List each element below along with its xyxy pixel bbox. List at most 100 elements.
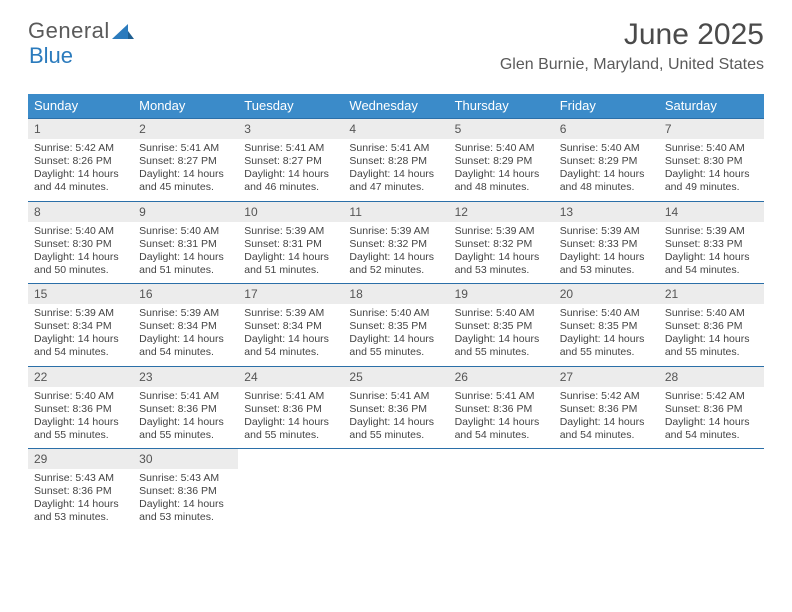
day-cell: 20Sunrise: 5:40 AMSunset: 8:35 PMDayligh… xyxy=(554,284,659,366)
daylight-text: Daylight: 14 hours and 51 minutes. xyxy=(244,251,337,277)
daylight-text: Daylight: 14 hours and 48 minutes. xyxy=(455,168,548,194)
sunrise-text: Sunrise: 5:41 AM xyxy=(244,390,337,403)
sunrise-text: Sunrise: 5:40 AM xyxy=(349,307,442,320)
daylight-text: Daylight: 14 hours and 55 minutes. xyxy=(349,333,442,359)
day-number: 1 xyxy=(28,119,133,139)
day-number: 10 xyxy=(238,202,343,222)
brand-text-2: Blue xyxy=(29,43,73,69)
header: General June 2025 Glen Burnie, Maryland,… xyxy=(0,0,792,82)
day-number: 7 xyxy=(659,119,764,139)
sunset-text: Sunset: 8:30 PM xyxy=(665,155,758,168)
day-number: 24 xyxy=(238,367,343,387)
day-number: 23 xyxy=(133,367,238,387)
sunrise-text: Sunrise: 5:41 AM xyxy=(244,142,337,155)
sunset-text: Sunset: 8:27 PM xyxy=(244,155,337,168)
sunrise-text: Sunrise: 5:39 AM xyxy=(665,225,758,238)
sunset-text: Sunset: 8:28 PM xyxy=(349,155,442,168)
daylight-text: Daylight: 14 hours and 54 minutes. xyxy=(665,251,758,277)
day-info: Sunrise: 5:40 AMSunset: 8:36 PMDaylight:… xyxy=(659,304,764,366)
day-cell: 5 Sunrise: 5:40 AMSunset: 8:29 PMDaylight… xyxy=(449,119,554,201)
day-info: Sunrise: 5:40 AMSunset: 8:35 PMDaylight:… xyxy=(343,304,448,366)
day-number: 2 xyxy=(133,119,238,139)
sunset-text: Sunset: 8:36 PM xyxy=(34,403,127,416)
day-cell: 23Sunrise: 5:41 AMSunset: 8:36 PMDayligh… xyxy=(133,367,238,449)
daylight-text: Daylight: 14 hours and 55 minutes. xyxy=(560,333,653,359)
daylight-text: Daylight: 14 hours and 54 minutes. xyxy=(139,333,232,359)
day-info: Sunrise: 5:40 AMSunset: 8:30 PMDaylight:… xyxy=(659,139,764,201)
weekday-header-cell: Saturday xyxy=(659,94,764,118)
daylight-text: Daylight: 14 hours and 53 minutes. xyxy=(34,498,127,524)
sunrise-text: Sunrise: 5:40 AM xyxy=(139,225,232,238)
day-number: 5 xyxy=(449,119,554,139)
day-number: 21 xyxy=(659,284,764,304)
sunset-text: Sunset: 8:31 PM xyxy=(244,238,337,251)
day-number: 16 xyxy=(133,284,238,304)
day-info: Sunrise: 5:40 AMSunset: 8:35 PMDaylight:… xyxy=(449,304,554,366)
day-cell: 14Sunrise: 5:39 AMSunset: 8:33 PMDayligh… xyxy=(659,202,764,284)
day-cell: 22Sunrise: 5:40 AMSunset: 8:36 PMDayligh… xyxy=(28,367,133,449)
day-cell: 24Sunrise: 5:41 AMSunset: 8:36 PMDayligh… xyxy=(238,367,343,449)
calendar: SundayMondayTuesdayWednesdayThursdayFrid… xyxy=(28,94,764,531)
sunrise-text: Sunrise: 5:41 AM xyxy=(139,142,232,155)
day-cell: 9Sunrise: 5:40 AMSunset: 8:31 PMDaylight… xyxy=(133,202,238,284)
day-info: Sunrise: 5:39 AMSunset: 8:32 PMDaylight:… xyxy=(343,222,448,284)
day-info: Sunrise: 5:40 AMSunset: 8:36 PMDaylight:… xyxy=(28,387,133,449)
location-text: Glen Burnie, Maryland, United States xyxy=(500,56,764,74)
day-cell: 3Sunrise: 5:41 AMSunset: 8:27 PMDaylight… xyxy=(238,119,343,201)
sunrise-text: Sunrise: 5:41 AM xyxy=(349,142,442,155)
day-cell: 26Sunrise: 5:41 AMSunset: 8:36 PMDayligh… xyxy=(449,367,554,449)
sunset-text: Sunset: 8:29 PM xyxy=(560,155,653,168)
sunset-text: Sunset: 8:36 PM xyxy=(34,485,127,498)
day-cell: 1Sunrise: 5:42 AMSunset: 8:26 PMDaylight… xyxy=(28,119,133,201)
day-cell: 12Sunrise: 5:39 AMSunset: 8:32 PMDayligh… xyxy=(449,202,554,284)
day-number: 22 xyxy=(28,367,133,387)
day-info: Sunrise: 5:40 AMSunset: 8:35 PMDaylight:… xyxy=(554,304,659,366)
day-number: 17 xyxy=(238,284,343,304)
sunset-text: Sunset: 8:36 PM xyxy=(349,403,442,416)
daylight-text: Daylight: 14 hours and 55 minutes. xyxy=(665,333,758,359)
month-title: June 2025 xyxy=(500,18,764,52)
day-number: 28 xyxy=(659,367,764,387)
day-cell: 2Sunrise: 5:41 AMSunset: 8:27 PMDaylight… xyxy=(133,119,238,201)
day-number: 13 xyxy=(554,202,659,222)
day-number: 25 xyxy=(343,367,448,387)
day-number: 4 xyxy=(343,119,448,139)
sunset-text: Sunset: 8:33 PM xyxy=(560,238,653,251)
sunrise-text: Sunrise: 5:39 AM xyxy=(455,225,548,238)
day-cell: 19Sunrise: 5:40 AMSunset: 8:35 PMDayligh… xyxy=(449,284,554,366)
day-info: Sunrise: 5:39 AMSunset: 8:32 PMDaylight:… xyxy=(449,222,554,284)
sunrise-text: Sunrise: 5:40 AM xyxy=(455,142,548,155)
sunrise-text: Sunrise: 5:43 AM xyxy=(34,472,127,485)
week-row: 29Sunrise: 5:43 AMSunset: 8:36 PMDayligh… xyxy=(28,448,764,531)
day-number: 8 xyxy=(28,202,133,222)
sunrise-text: Sunrise: 5:42 AM xyxy=(34,142,127,155)
day-number: 14 xyxy=(659,202,764,222)
day-info: Sunrise: 5:41 AMSunset: 8:27 PMDaylight:… xyxy=(238,139,343,201)
day-info: Sunrise: 5:42 AMSunset: 8:36 PMDaylight:… xyxy=(659,387,764,449)
daylight-text: Daylight: 14 hours and 53 minutes. xyxy=(455,251,548,277)
sunrise-text: Sunrise: 5:41 AM xyxy=(455,390,548,403)
day-cell: 29Sunrise: 5:43 AMSunset: 8:36 PMDayligh… xyxy=(28,449,133,531)
daylight-text: Daylight: 14 hours and 55 minutes. xyxy=(244,416,337,442)
sunset-text: Sunset: 8:29 PM xyxy=(455,155,548,168)
day-info: Sunrise: 5:43 AMSunset: 8:36 PMDaylight:… xyxy=(133,469,238,531)
daylight-text: Daylight: 14 hours and 46 minutes. xyxy=(244,168,337,194)
weekday-header-cell: Friday xyxy=(554,94,659,118)
weekday-header-cell: Thursday xyxy=(449,94,554,118)
day-number: 27 xyxy=(554,367,659,387)
day-number: 26 xyxy=(449,367,554,387)
week-row: 15Sunrise: 5:39 AMSunset: 8:34 PMDayligh… xyxy=(28,283,764,366)
sunrise-text: Sunrise: 5:41 AM xyxy=(349,390,442,403)
day-cell xyxy=(659,449,764,531)
sunrise-text: Sunrise: 5:41 AM xyxy=(139,390,232,403)
day-cell: 10Sunrise: 5:39 AMSunset: 8:31 PMDayligh… xyxy=(238,202,343,284)
day-cell: 16Sunrise: 5:39 AMSunset: 8:34 PMDayligh… xyxy=(133,284,238,366)
sunset-text: Sunset: 8:31 PM xyxy=(139,238,232,251)
day-cell: 13Sunrise: 5:39 AMSunset: 8:33 PMDayligh… xyxy=(554,202,659,284)
day-cell: 21Sunrise: 5:40 AMSunset: 8:36 PMDayligh… xyxy=(659,284,764,366)
day-number: 19 xyxy=(449,284,554,304)
weekday-header-cell: Tuesday xyxy=(238,94,343,118)
sunrise-text: Sunrise: 5:39 AM xyxy=(244,307,337,320)
daylight-text: Daylight: 14 hours and 54 minutes. xyxy=(34,333,127,359)
day-info: Sunrise: 5:41 AMSunset: 8:36 PMDaylight:… xyxy=(449,387,554,449)
